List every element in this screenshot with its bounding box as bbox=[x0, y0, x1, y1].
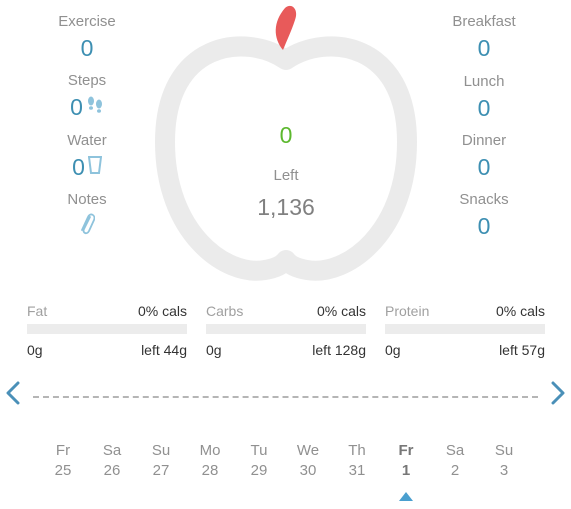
water-value: 0 bbox=[72, 154, 85, 180]
day-number: 31 bbox=[348, 462, 366, 479]
left-label: Left bbox=[273, 167, 299, 184]
day-item[interactable]: Fr 25 bbox=[43, 441, 83, 481]
steps-label: Steps bbox=[67, 72, 107, 89]
day-item[interactable]: Sa 26 bbox=[92, 441, 132, 481]
day-number: 30 bbox=[299, 462, 317, 479]
day-item[interactable]: Tu 29 bbox=[239, 441, 279, 481]
day-number: 26 bbox=[103, 462, 121, 479]
day-name: Fr bbox=[398, 442, 414, 459]
day-name: Mo bbox=[199, 442, 221, 459]
macro-name: Fat bbox=[27, 303, 48, 319]
day-name: Fr bbox=[55, 442, 71, 459]
snacks-value: 0 bbox=[477, 213, 491, 239]
day-number: 27 bbox=[152, 462, 170, 479]
macro-name: Carbs bbox=[206, 303, 244, 319]
dinner-stat[interactable]: Dinner 0 bbox=[424, 132, 544, 181]
day-number: 29 bbox=[250, 462, 268, 479]
macro-amount: 0g bbox=[206, 342, 222, 358]
day-number: 2 bbox=[450, 462, 460, 479]
chevron-right-icon bbox=[551, 381, 565, 405]
day-item[interactable]: Su 3 bbox=[484, 441, 524, 481]
macro-carbs: Carbs 0% cals 0g left 128g bbox=[206, 303, 366, 358]
macro-progress-bar bbox=[27, 324, 187, 334]
day-item[interactable]: Mo 28 bbox=[190, 441, 230, 481]
apple-leaf bbox=[275, 5, 297, 50]
steps-stat[interactable]: Steps 0 bbox=[27, 72, 147, 121]
day-name: Sa bbox=[102, 442, 122, 459]
breakfast-stat[interactable]: Breakfast 0 bbox=[424, 13, 544, 62]
water-stat[interactable]: Water 0 bbox=[27, 132, 147, 181]
day-number: 3 bbox=[499, 462, 509, 479]
day-item-selected[interactable]: Fr 1 bbox=[386, 441, 426, 481]
macro-left: left 44g bbox=[141, 342, 187, 358]
breakfast-label: Breakfast bbox=[452, 13, 516, 30]
macro-amount: 0g bbox=[27, 342, 43, 358]
macro-left: left 57g bbox=[499, 342, 545, 358]
notes-label: Notes bbox=[67, 191, 107, 208]
macro-percent: 0% cals bbox=[137, 303, 187, 319]
dinner-value: 0 bbox=[477, 154, 491, 180]
lunch-value: 0 bbox=[477, 95, 491, 121]
apple-graphic bbox=[155, 2, 417, 287]
day-item[interactable]: We 30 bbox=[288, 441, 328, 481]
paperclip-icon bbox=[79, 212, 96, 244]
macro-percent: 0% cals bbox=[316, 303, 366, 319]
macro-name: Protein bbox=[385, 303, 430, 319]
lunch-label: Lunch bbox=[463, 73, 505, 90]
day-name: Th bbox=[348, 442, 366, 459]
macro-left: left 128g bbox=[312, 342, 366, 358]
macro-progress-bar bbox=[385, 324, 545, 334]
day-name: We bbox=[296, 442, 320, 459]
lunch-stat[interactable]: Lunch 0 bbox=[424, 73, 544, 122]
snacks-stat[interactable]: Snacks 0 bbox=[424, 191, 544, 240]
day-number: 28 bbox=[201, 462, 219, 479]
exercise-stat[interactable]: Exercise 0 bbox=[27, 13, 147, 62]
next-arrow-button[interactable] bbox=[548, 380, 568, 411]
chevron-left-icon bbox=[6, 381, 20, 405]
day-item[interactable]: Sa 2 bbox=[435, 441, 475, 481]
macro-amount: 0g bbox=[385, 342, 401, 358]
notes-stat[interactable]: Notes bbox=[27, 191, 147, 244]
day-name: Sa bbox=[445, 442, 465, 459]
day-name: Su bbox=[494, 442, 514, 459]
exercise-label: Exercise bbox=[58, 13, 116, 30]
selected-day-marker-icon bbox=[399, 488, 413, 506]
timeline-dashed-line bbox=[33, 396, 538, 398]
footprints-icon bbox=[86, 93, 104, 121]
steps-value: 0 bbox=[70, 94, 83, 120]
dinner-label: Dinner bbox=[461, 132, 507, 149]
prev-arrow-button[interactable] bbox=[3, 380, 23, 411]
apple-outline bbox=[155, 36, 417, 281]
snacks-label: Snacks bbox=[459, 191, 509, 208]
day-number: 25 bbox=[54, 462, 72, 479]
left-value: 1,136 bbox=[257, 194, 315, 220]
consumed-value: 0 bbox=[279, 122, 293, 148]
water-glass-icon bbox=[87, 153, 103, 181]
macro-fat: Fat 0% cals 0g left 44g bbox=[27, 303, 187, 358]
breakfast-value: 0 bbox=[477, 35, 491, 61]
day-number: 1 bbox=[401, 462, 411, 479]
day-name: Tu bbox=[250, 442, 268, 459]
day-item[interactable]: Su 27 bbox=[141, 441, 181, 481]
macro-protein: Protein 0% cals 0g left 57g bbox=[385, 303, 545, 358]
macro-percent: 0% cals bbox=[495, 303, 545, 319]
water-label: Water bbox=[67, 132, 107, 149]
macro-progress-bar bbox=[206, 324, 366, 334]
exercise-value: 0 bbox=[80, 35, 94, 61]
day-name: Su bbox=[151, 442, 171, 459]
day-item[interactable]: Th 31 bbox=[337, 441, 377, 481]
